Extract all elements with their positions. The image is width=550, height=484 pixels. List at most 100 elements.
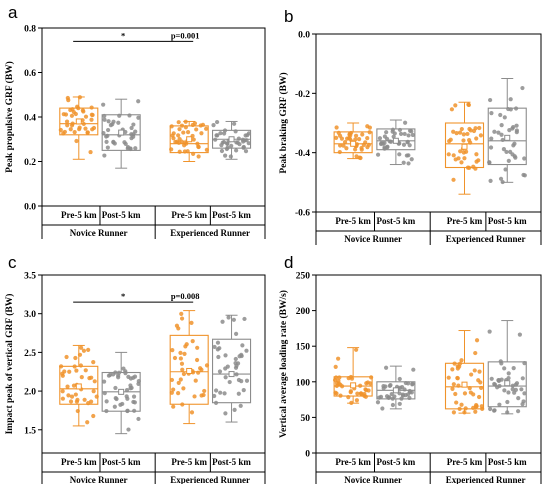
data-point — [506, 158, 511, 163]
y-axis-label: Peak propulsive GRF (BW) — [4, 61, 15, 173]
data-point — [133, 146, 138, 151]
data-point — [478, 380, 483, 385]
data-point — [499, 132, 504, 137]
data-point — [474, 152, 479, 157]
data-point — [236, 391, 241, 396]
y-tick-label: 150 — [296, 343, 311, 353]
data-point — [190, 122, 195, 128]
data-point — [463, 406, 468, 411]
data-point — [359, 145, 364, 151]
data-point — [382, 134, 388, 139]
data-point — [514, 381, 520, 386]
data-point — [108, 123, 114, 128]
data-point — [129, 132, 134, 137]
data-point — [231, 317, 236, 322]
data-point — [489, 376, 494, 381]
data-point — [407, 395, 412, 401]
data-point — [499, 123, 504, 128]
mean-marker — [392, 137, 399, 144]
data-point — [60, 373, 65, 378]
y-tick-label: 0.6 — [24, 69, 36, 79]
data-point — [241, 145, 246, 150]
data-point — [218, 390, 223, 395]
data-point — [91, 413, 96, 419]
data-point — [136, 99, 141, 104]
data-point — [177, 127, 182, 132]
data-point — [366, 142, 371, 147]
y-tick-label: 3.0 — [24, 310, 36, 320]
x-tick-label: Pre-5 km — [447, 216, 483, 226]
data-point — [77, 352, 83, 357]
data-point — [219, 148, 225, 154]
data-point — [380, 141, 385, 146]
data-point — [101, 102, 106, 107]
data-point — [131, 122, 136, 127]
data-point — [516, 409, 521, 414]
data-point — [375, 152, 381, 157]
data-point — [357, 155, 362, 160]
data-point — [497, 402, 502, 407]
data-point — [214, 388, 219, 393]
data-point — [457, 406, 462, 411]
data-point — [520, 401, 525, 407]
mean-marker — [392, 387, 399, 394]
x-tick-label: Post-5 km — [377, 216, 416, 226]
data-point — [123, 371, 128, 376]
data-point — [75, 397, 80, 402]
data-point — [102, 391, 107, 396]
data-point — [243, 133, 248, 138]
data-point — [204, 126, 209, 131]
x-tick-label: Pre-5 km — [447, 457, 483, 467]
data-point — [216, 354, 221, 360]
data-point — [240, 137, 245, 142]
data-point — [128, 386, 133, 391]
data-point — [179, 361, 185, 366]
y-axis-label: Vertical average loading rate (BW/s) — [278, 290, 289, 438]
data-point — [488, 406, 493, 412]
plot-frame — [315, 274, 542, 454]
data-point — [447, 139, 452, 144]
y-tick-label: 3.5 — [24, 272, 36, 282]
data-point — [401, 142, 407, 147]
data-point — [131, 375, 136, 380]
data-point — [346, 376, 351, 381]
data-point — [397, 152, 402, 157]
plot-frame — [41, 27, 266, 207]
data-point — [223, 411, 228, 416]
data-point — [199, 131, 204, 136]
data-point — [199, 393, 204, 398]
data-point — [104, 408, 109, 414]
plot-frame — [315, 33, 542, 213]
data-point — [459, 160, 464, 165]
data-point — [246, 141, 251, 146]
data-point — [500, 179, 505, 185]
data-point — [74, 368, 79, 373]
group-label: Experienced Runner — [446, 475, 526, 484]
data-point — [116, 120, 121, 125]
y-tick-label: 100 — [296, 378, 311, 388]
data-point — [77, 95, 83, 100]
data-point — [474, 403, 479, 408]
data-point — [338, 382, 343, 387]
p-value-label: p=0.001 — [171, 30, 200, 40]
data-point — [477, 369, 482, 374]
data-point — [204, 147, 209, 152]
data-point — [79, 375, 84, 380]
data-point — [465, 131, 470, 137]
significance-star: * — [121, 30, 125, 40]
data-point — [377, 395, 382, 400]
data-point — [402, 131, 407, 137]
box — [169, 334, 209, 405]
data-point — [334, 135, 339, 140]
data-point — [127, 113, 132, 118]
data-point — [452, 361, 457, 366]
data-point — [403, 120, 408, 125]
data-point — [229, 143, 234, 148]
data-point — [102, 379, 107, 384]
data-point — [233, 356, 238, 362]
data-point — [82, 397, 87, 402]
data-point — [89, 375, 94, 380]
data-point — [178, 377, 183, 382]
data-point — [223, 375, 228, 380]
